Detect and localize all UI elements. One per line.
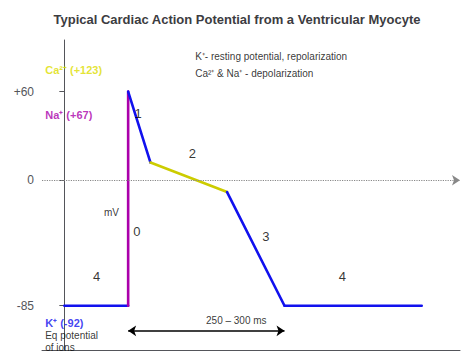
svg-text:K⁺- resting potential, repolar: K⁺- resting potential, repolarization [195, 51, 347, 62]
svg-text:Ca²⁺ & Na⁺ - depolarization: Ca²⁺ & Na⁺ - depolarization [195, 68, 313, 79]
svg-text:Eq potential: Eq potential [45, 330, 98, 341]
svg-text:2: 2 [189, 146, 196, 161]
svg-text:K⁺ (-92): K⁺ (-92) [45, 317, 84, 329]
svg-text:3: 3 [262, 229, 269, 244]
svg-text:Ca²⁺ (+123): Ca²⁺ (+123) [45, 64, 102, 76]
svg-text:+60: +60 [14, 85, 35, 99]
svg-text:Typical Cardiac Action Potenti: Typical Cardiac Action Potential from a … [54, 12, 421, 27]
svg-text:4: 4 [93, 269, 100, 284]
svg-text:0: 0 [27, 173, 34, 187]
svg-text:Na⁺ (+67): Na⁺ (+67) [45, 109, 92, 121]
svg-text:-85: -85 [17, 299, 35, 313]
svg-text:4: 4 [339, 269, 346, 284]
svg-text:1: 1 [135, 106, 142, 121]
svg-text:mV: mV [104, 207, 119, 218]
svg-text:250 – 300 ms: 250 – 300 ms [206, 315, 267, 326]
svg-text:0: 0 [133, 224, 140, 239]
svg-text:of ions: of ions [45, 342, 74, 353]
